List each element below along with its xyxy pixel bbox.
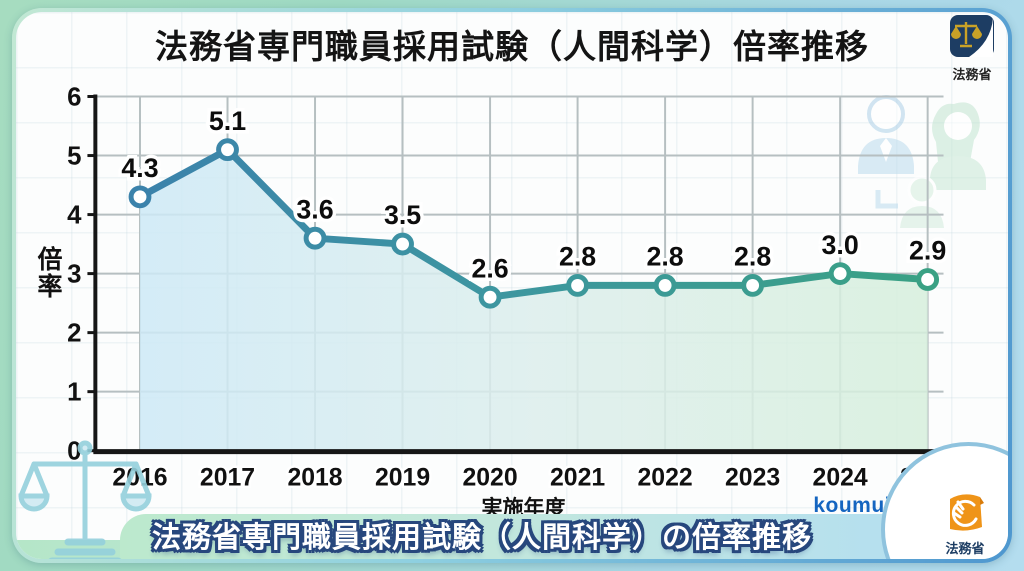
card-border: 法務省専門職員採用試験（人間科学）倍率推移 xyxy=(12,8,1012,563)
svg-text:2.6: 2.6 xyxy=(471,253,508,283)
chart-card: 法務省専門職員採用試験（人間科学）倍率推移 xyxy=(16,12,1008,559)
svg-text:5: 5 xyxy=(67,142,81,170)
svg-text:1: 1 xyxy=(67,379,81,407)
moj-logo-top-label: 法務省 xyxy=(952,67,992,82)
svg-text:2023: 2023 xyxy=(725,464,780,491)
svg-text:3.0: 3.0 xyxy=(822,230,859,260)
svg-text:2.8: 2.8 xyxy=(734,242,771,272)
svg-text:2017: 2017 xyxy=(200,464,255,491)
svg-text:2021: 2021 xyxy=(550,464,605,491)
y-axis-title: 倍率 xyxy=(34,246,62,300)
svg-text:4.3: 4.3 xyxy=(121,153,158,183)
svg-text:3.6: 3.6 xyxy=(296,194,333,224)
svg-text:2.8: 2.8 xyxy=(646,242,683,272)
footer-pill xyxy=(120,514,934,559)
svg-text:2019: 2019 xyxy=(375,464,430,491)
svg-text:2.8: 2.8 xyxy=(559,242,596,272)
svg-text:0: 0 xyxy=(67,438,81,466)
svg-text:3.5: 3.5 xyxy=(384,200,421,230)
svg-text:2024: 2024 xyxy=(813,464,868,491)
scales-watermark-icon xyxy=(18,440,152,559)
svg-text:4: 4 xyxy=(67,201,82,229)
svg-text:2022: 2022 xyxy=(638,464,693,491)
page-title: 法務省専門職員採用試験（人間科学）倍率推移 xyxy=(155,28,869,65)
moj-logo-top: 法務省 xyxy=(944,14,1000,83)
svg-text:6: 6 xyxy=(67,83,81,111)
svg-text:2: 2 xyxy=(67,320,81,348)
moj-hand-badge-icon xyxy=(944,493,986,538)
svg-text:5.1: 5.1 xyxy=(209,106,246,136)
footer-title: 法務省専門職員採用試験（人間科学）の倍率推移 xyxy=(151,522,812,554)
svg-text:2020: 2020 xyxy=(462,464,517,491)
moj-logo-bottom-label: 法務省 xyxy=(945,541,985,556)
svg-text:2018: 2018 xyxy=(287,464,342,491)
moj-scales-badge-icon xyxy=(949,15,995,62)
moj-logo-bottom: 法務省 xyxy=(936,493,994,557)
svg-text:3: 3 xyxy=(67,261,81,289)
svg-text:2.9: 2.9 xyxy=(909,236,946,266)
people-watermark-icon xyxy=(858,95,986,228)
